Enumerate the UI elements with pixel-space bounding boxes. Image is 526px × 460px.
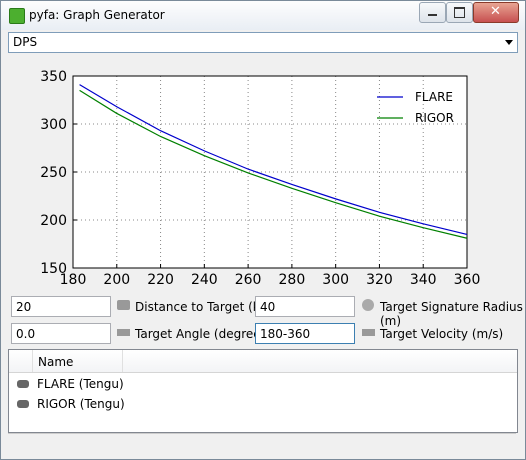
- legend-label: RIGOR: [415, 111, 454, 125]
- x-tick-label: 240: [191, 272, 218, 288]
- x-tick-label: 180: [60, 272, 87, 288]
- input-value: 0.0: [16, 327, 36, 341]
- input-label: Target Signature Radius (m): [380, 300, 523, 328]
- status-bar: [8, 433, 516, 454]
- input-value: 180-360: [260, 327, 311, 341]
- series-line: [79, 84, 468, 235]
- icon: [362, 329, 375, 336]
- input-field[interactable]: 20: [11, 296, 111, 317]
- legend-label: FLARE: [415, 90, 453, 104]
- series-line: [79, 89, 468, 239]
- input-value: 20: [16, 300, 32, 314]
- window-title: pyfa: Graph Generator: [29, 8, 165, 22]
- title-bar: pyfa: Graph Generator ✕: [1, 1, 525, 30]
- y-tick-label: 350: [40, 69, 67, 85]
- icon: [362, 299, 374, 311]
- list-item[interactable]: FLARE (Tengu): [37, 377, 124, 391]
- input-value: 40: [260, 300, 276, 314]
- y-tick-label: 200: [40, 213, 67, 229]
- x-tick-label: 300: [322, 272, 349, 288]
- x-tick-label: 360: [454, 272, 481, 288]
- icon: [117, 300, 130, 310]
- y-tick-label: 250: [40, 165, 67, 181]
- icon: [117, 329, 130, 336]
- y-tick-label: 150: [40, 261, 67, 277]
- minimize-button[interactable]: [419, 2, 446, 23]
- chart: 150 200 250 300 350 180 200 220 240 260 280 300 320 3…: [8, 53, 518, 291]
- ship-icon: [17, 380, 29, 388]
- list-header: Name: [9, 350, 517, 373]
- ship-icon: [17, 400, 29, 408]
- x-tick-label: 200: [103, 272, 130, 288]
- plot-frame: [72, 75, 468, 269]
- input-field[interactable]: 180-360: [255, 323, 355, 344]
- x-tick-label: 280: [279, 272, 306, 288]
- app-icon: [9, 8, 25, 24]
- column-header: Name: [38, 355, 74, 369]
- maximize-button[interactable]: [446, 2, 473, 23]
- list-item[interactable]: RIGOR (Tengu): [37, 397, 125, 411]
- graph-select-value: DPS: [13, 35, 38, 49]
- graph-select[interactable]: DPS: [8, 32, 518, 53]
- x-tick-label: 340: [410, 272, 437, 288]
- input-field[interactable]: 0.0: [11, 323, 111, 344]
- close-button[interactable]: ✕: [473, 2, 519, 23]
- x-tick-label: 320: [366, 272, 393, 288]
- y-tick-label: 300: [40, 117, 67, 133]
- input-label: Target Angle (degrees): [135, 327, 272, 341]
- input-field[interactable]: 40: [255, 296, 355, 317]
- input-label: Distance to Target (km): [135, 300, 277, 314]
- x-tick-label: 260: [235, 272, 262, 288]
- x-tick-label: 220: [147, 272, 174, 288]
- fit-list: Name FLARE (Tengu) RIGOR (Tengu): [8, 349, 518, 433]
- input-label: Target Velocity (m/s): [380, 327, 504, 341]
